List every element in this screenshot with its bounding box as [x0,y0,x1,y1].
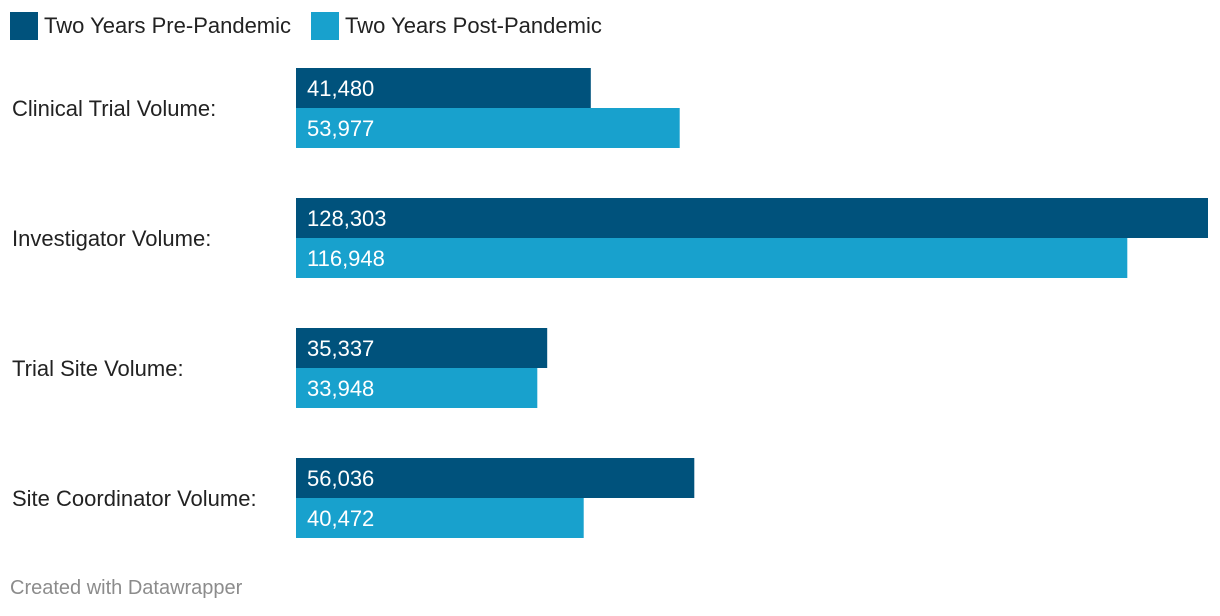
category-label: Site Coordinator Volume: [12,486,257,511]
bar-pre-pandemic [296,198,1208,238]
legend-label-pre-pandemic: Two Years Pre-Pandemic [44,13,292,38]
bar-value-label: 128,303 [307,206,387,231]
bar-post-pandemic [296,108,680,148]
bar-value-label: 33,948 [307,376,374,401]
bar-value-label: 41,480 [307,76,374,101]
category-label: Investigator Volume: [12,226,211,251]
bar-pre-pandemic [296,328,548,368]
bar-value-label: 56,036 [307,466,374,491]
legend-label-post-pandemic: Two Years Post-Pandemic [345,13,602,38]
bar-value-label: 40,472 [307,506,374,531]
legend-item-post-pandemic: Two Years Post-Pandemic [311,12,602,40]
legend-swatch-post-pandemic [311,12,340,40]
category-label: Clinical Trial Volume: [12,96,216,121]
bar-chart: Clinical Trial Volume: 41,480 53,977 Invest… [12,68,1208,538]
bar-post-pandemic [296,368,538,408]
bar-value-label: 35,337 [307,336,374,361]
bar-pre-pandemic [296,68,591,108]
bar-pre-pandemic [296,458,695,498]
bar-value-label: 53,977 [307,116,374,141]
legend-item-pre-pandemic: Two Years Pre-Pandemic [10,12,291,40]
datawrapper-credit: Created with Datawrapper [10,577,243,599]
bar-post-pandemic [296,498,584,538]
legend-swatch-pre-pandemic [10,12,38,40]
bar-value-label: 116,948 [307,246,385,271]
chart-legend: Two Years Pre-Pandemic Two Years Post-Pa… [10,10,622,42]
bar-post-pandemic [296,238,1128,278]
category-label: Trial Site Volume: [12,356,184,381]
